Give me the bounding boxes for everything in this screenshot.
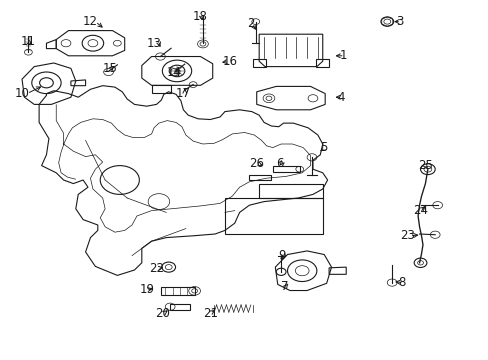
Text: 17: 17	[176, 87, 191, 100]
Text: 10: 10	[15, 87, 29, 100]
Text: 15: 15	[102, 62, 117, 75]
Text: 16: 16	[222, 55, 237, 68]
Text: 4: 4	[337, 91, 344, 104]
Bar	[253, 59, 265, 67]
Text: 2: 2	[246, 17, 254, 30]
Text: 20: 20	[155, 307, 170, 320]
Text: 12: 12	[83, 15, 98, 28]
Text: 7: 7	[281, 280, 288, 293]
Bar	[170, 304, 189, 310]
Text: 24: 24	[412, 204, 427, 217]
Bar	[316, 59, 328, 67]
Text: 26: 26	[249, 157, 264, 170]
Text: 11: 11	[20, 35, 36, 48]
Text: 23: 23	[399, 229, 414, 242]
Text: 22: 22	[149, 262, 164, 275]
Text: 6: 6	[276, 157, 283, 170]
Text: 21: 21	[203, 307, 218, 320]
Text: 5: 5	[320, 141, 327, 154]
Text: 14: 14	[166, 66, 181, 78]
Text: 3: 3	[395, 15, 403, 28]
Text: 25: 25	[417, 159, 432, 172]
Bar	[161, 287, 194, 295]
Text: 8: 8	[398, 276, 405, 289]
Text: 13: 13	[146, 37, 161, 50]
Text: 18: 18	[193, 10, 207, 23]
Text: 19: 19	[139, 283, 154, 296]
Bar	[272, 166, 299, 172]
Text: 9: 9	[278, 249, 285, 262]
Text: 1: 1	[339, 49, 346, 62]
